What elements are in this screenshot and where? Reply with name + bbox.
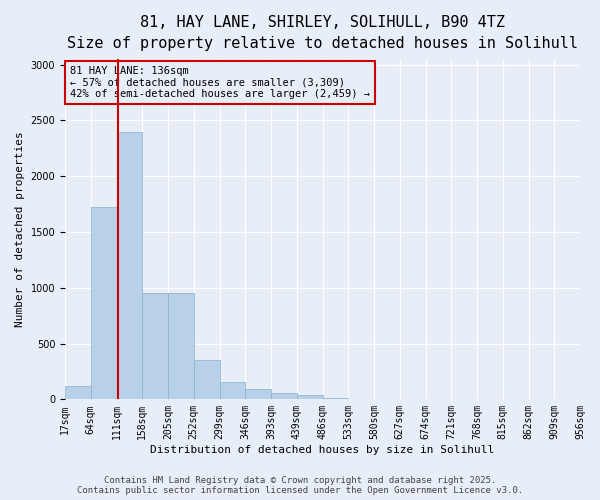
Bar [194,360,220,400]
X-axis label: Distribution of detached houses by size in Solihull: Distribution of detached houses by size … [151,445,494,455]
Text: Contains HM Land Registry data © Crown copyright and database right 2025.
Contai: Contains HM Land Registry data © Crown c… [77,476,523,495]
Y-axis label: Number of detached properties: Number of detached properties [15,132,25,327]
Bar [142,294,168,400]
Bar [348,399,374,400]
Bar [91,208,116,400]
Bar [297,396,323,400]
Bar [323,398,348,400]
Bar [271,393,297,400]
Bar [374,399,400,400]
Bar [168,294,194,400]
Title: 81, HAY LANE, SHIRLEY, SOLIHULL, B90 4TZ
Size of property relative to detached h: 81, HAY LANE, SHIRLEY, SOLIHULL, B90 4TZ… [67,15,578,51]
Bar [116,132,142,400]
Bar [220,382,245,400]
Bar [65,386,91,400]
Text: 81 HAY LANE: 136sqm
← 57% of detached houses are smaller (3,309)
42% of semi-det: 81 HAY LANE: 136sqm ← 57% of detached ho… [70,66,370,99]
Bar [245,390,271,400]
